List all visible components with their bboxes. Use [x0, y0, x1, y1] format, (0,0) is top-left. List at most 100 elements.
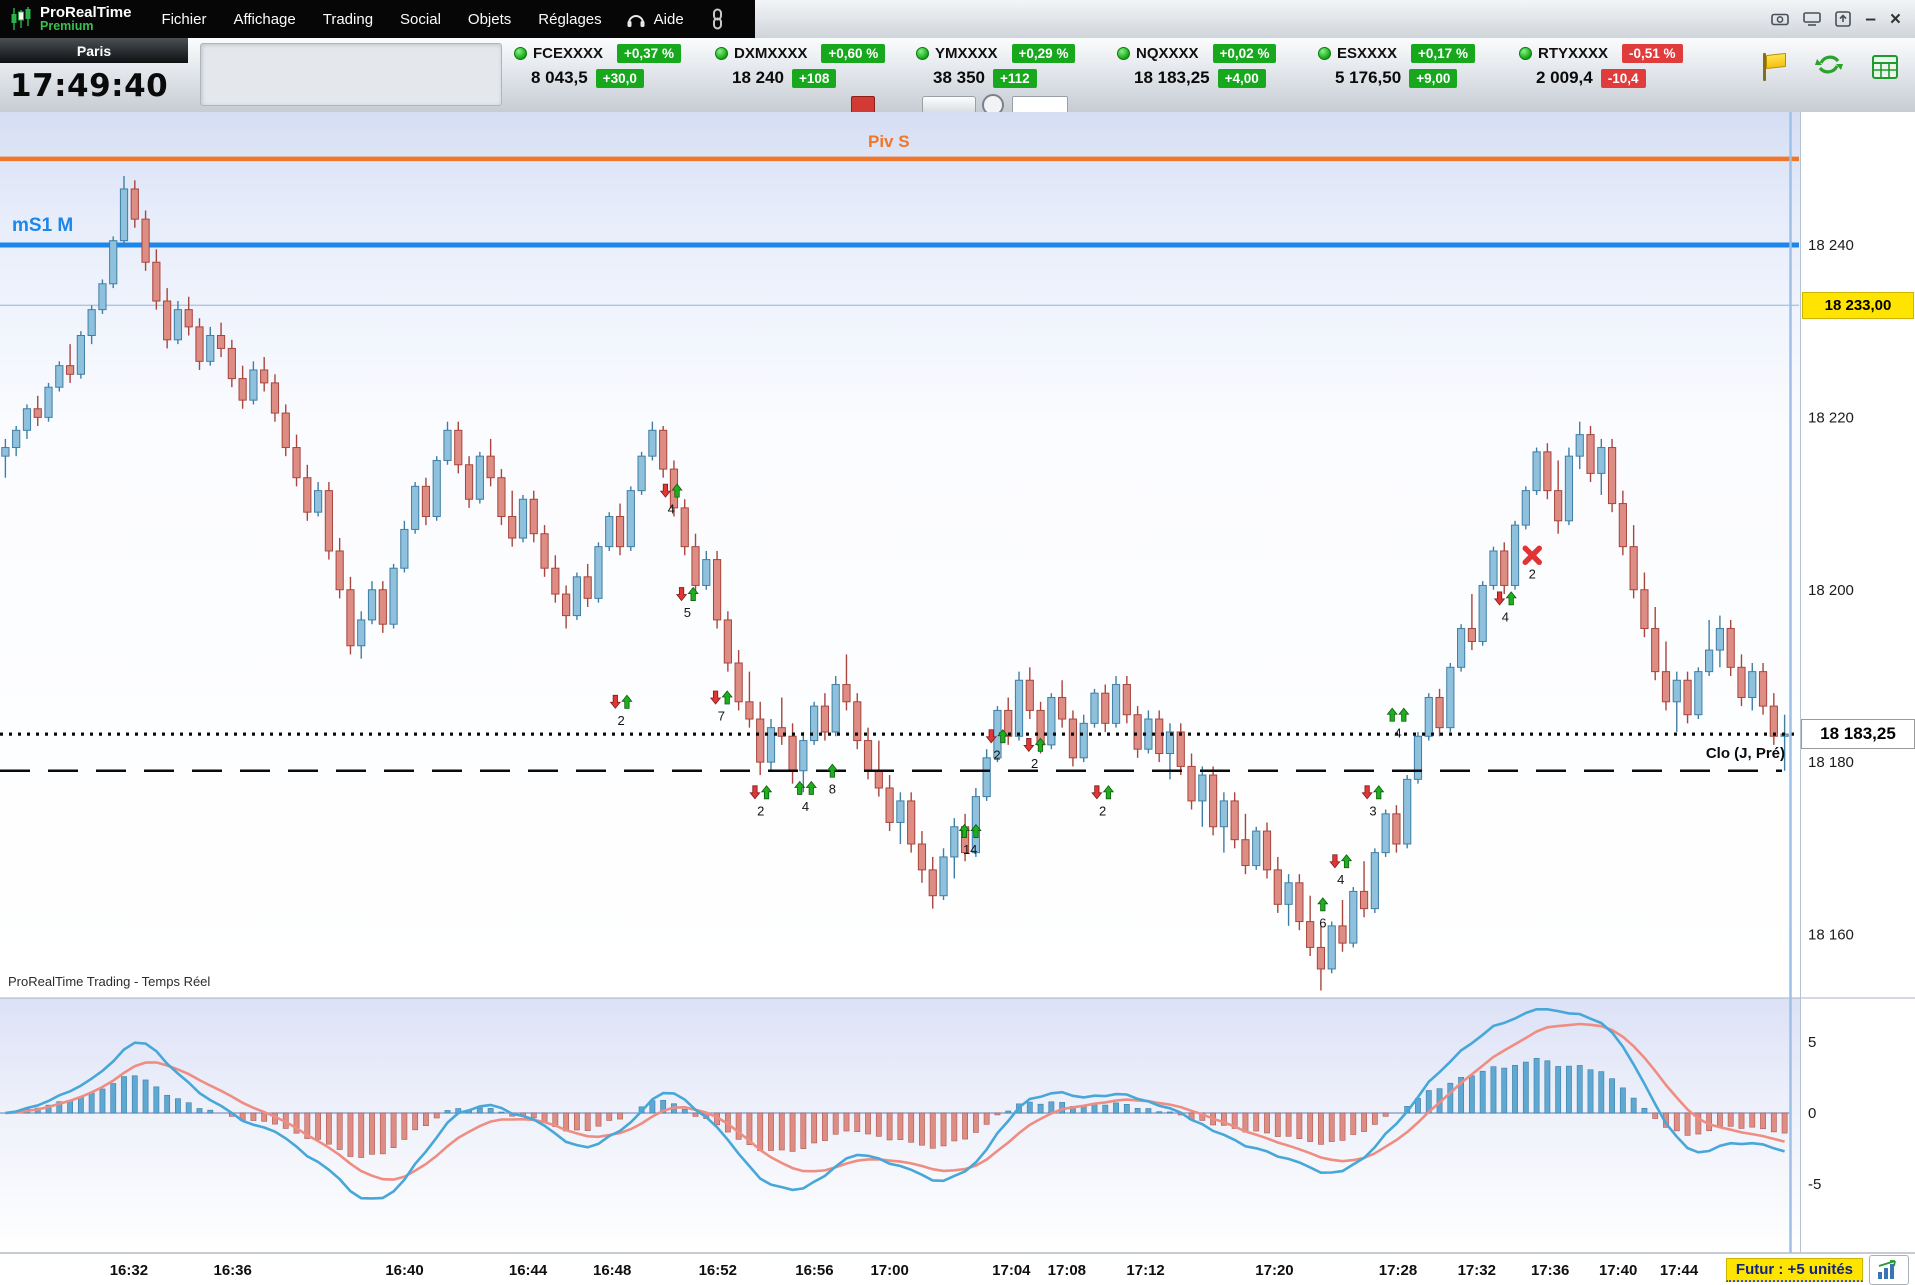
ticker-price: 18 183,25 [1134, 68, 1210, 87]
ticker-item-ESXXXX[interactable]: ESXXXX +0,17 % 5 176,50 +9,00 [1318, 44, 1519, 88]
market-clock: Paris 17:49:40 [0, 38, 188, 112]
svg-text:2: 2 [757, 803, 764, 818]
ticker-item-RTYXXXX[interactable]: RTYXXXX -0,51 % 2 009,4 -10,4 [1519, 44, 1720, 88]
menu-item-objets[interactable]: Objets [467, 10, 512, 28]
svg-text:17:04: 17:04 [992, 1262, 1031, 1279]
svg-text:18 160: 18 160 [1808, 927, 1854, 944]
svg-text:7: 7 [718, 708, 725, 723]
svg-text:17:28: 17:28 [1379, 1262, 1417, 1279]
svg-text:17:00: 17:00 [870, 1262, 908, 1279]
oscillator-slow-line [5, 1022, 1785, 1181]
screenshot-icon[interactable] [1771, 12, 1790, 26]
ticker-item-YMXXXX[interactable]: YMXXXX +0,29 % 38 350 +112 [916, 44, 1117, 88]
pivot-line-label: Piv S [868, 132, 910, 151]
minimize-button[interactable]: – [1865, 8, 1876, 30]
previous-close-label: Clo (J, Pré) [1705, 745, 1785, 762]
ticker-change-badge: -10,4 [1600, 68, 1646, 88]
svg-text:-5: -5 [1808, 1176, 1821, 1193]
market-open-dot [1519, 47, 1532, 60]
ticker-actions [1757, 50, 1899, 84]
ticker-symbol: NQXXXX [1136, 45, 1199, 62]
ticker-symbol: DXMXXXX [734, 45, 808, 62]
svg-text:17:40: 17:40 [1599, 1262, 1637, 1279]
ticker-item-DXMXXXX[interactable]: DXMXXXX +0,60 % 18 240 +108 [715, 44, 916, 88]
ticker-item-NQXXXX[interactable]: NQXXXX +0,02 % 18 183,25 +4,00 [1117, 44, 1318, 88]
ticker-percent-badge: +0,17 % [1411, 44, 1475, 63]
ticker-price: 38 350 [933, 68, 985, 87]
menu-bar: ProRealTime Premium Fichier Affichage Trad… [0, 0, 1915, 38]
menu-item-affichage[interactable]: Affichage [233, 10, 296, 28]
svg-text:2: 2 [1031, 756, 1038, 771]
svg-text:2: 2 [618, 713, 625, 728]
future-units-badge[interactable]: Futur : +5 unités [1725, 1258, 1863, 1282]
menu-item-fichier[interactable]: Fichier [161, 10, 207, 28]
refresh-icon[interactable] [1813, 51, 1845, 83]
market-open-dot [514, 47, 527, 60]
chart-canvas[interactable]: 4 5 2 7 2 4 8 14 2 2 2 6 4 3 4 4 2 18 240 18 220 18 200 18 1… [0, 112, 1915, 1285]
svg-text:4: 4 [668, 502, 675, 517]
svg-text:0: 0 [1808, 1105, 1816, 1122]
ticker-bar: Paris 17:49:40 FCEXXXX +0,37 % 8 043,5 +30,… [0, 38, 1915, 116]
svg-text:18 240: 18 240 [1808, 237, 1854, 254]
svg-text:4: 4 [1394, 726, 1401, 741]
help-menu[interactable]: Aide [626, 11, 684, 28]
ticker-strip: FCEXXXX +0,37 % 8 043,5 +30,0 DXMXXXX +0,60 %… [514, 44, 1720, 88]
close-button[interactable]: × [1889, 8, 1901, 30]
svg-text:16:44: 16:44 [509, 1262, 548, 1279]
headset-icon [627, 14, 645, 27]
svg-text:5: 5 [684, 605, 691, 620]
svg-text:4: 4 [802, 799, 809, 814]
menu-items: Fichier Affichage Trading Social Objets Régla… [147, 11, 601, 28]
menu-item-social[interactable]: Social [400, 10, 441, 28]
svg-text:2: 2 [1099, 803, 1106, 818]
chart-growth-icon[interactable] [1869, 1255, 1909, 1285]
svg-text:16:36: 16:36 [214, 1262, 252, 1279]
ticker-symbol: ESXXXX [1337, 45, 1398, 62]
price-tag-18233: 18 233,00 [1802, 292, 1914, 319]
svg-text:17:32: 17:32 [1458, 1262, 1496, 1279]
price-axis-labels: 18 240 18 220 18 200 18 180 18 160 5 0 -5 [1808, 237, 1854, 1193]
ticker-percent-badge: -0,51 % [1622, 44, 1683, 63]
candles-layer [1, 176, 1789, 991]
ticker-percent-badge: +0,60 % [821, 44, 886, 63]
ticker-percent-badge: +0,37 % [617, 44, 681, 63]
ticker-change-badge: +112 [993, 68, 1037, 88]
svg-text:3: 3 [1369, 803, 1376, 818]
maximize-up-icon[interactable] [1835, 11, 1852, 27]
brand-tier: Premium [40, 19, 94, 34]
flag-icon[interactable] [1757, 50, 1787, 84]
market-name: Paris [0, 38, 188, 63]
window-controls: – × [1771, 0, 1915, 38]
oscillator-histogram-layer [13, 1057, 1788, 1158]
ticker-change-badge: +30,0 [595, 68, 644, 88]
workspace-inset [200, 43, 502, 106]
svg-text:16:32: 16:32 [110, 1262, 148, 1279]
ticker-change-badge: +4,00 [1217, 68, 1266, 88]
monitor-icon[interactable] [1803, 12, 1822, 26]
menu-item-reglages[interactable]: Réglages [538, 10, 602, 28]
prorealtime-logo-icon [11, 7, 31, 30]
svg-text:18 220: 18 220 [1808, 409, 1854, 426]
spreadsheet-icon[interactable] [1871, 53, 1899, 81]
svg-text:17:20: 17:20 [1255, 1262, 1293, 1279]
ticker-item-FCEXXXX[interactable]: FCEXXXX +0,37 % 8 043,5 +30,0 [514, 44, 715, 88]
ticker-change-badge: +108 [792, 68, 837, 88]
time-axis-background [0, 1253, 1915, 1285]
ticker-price: 2 009,4 [1536, 68, 1593, 87]
svg-text:18 180: 18 180 [1808, 754, 1854, 771]
chart-region[interactable]: 4 5 2 7 2 4 8 14 2 2 2 6 4 3 4 4 2 18 240 18 220 18 200 18 1… [0, 112, 1915, 1285]
svg-text:5: 5 [1808, 1034, 1816, 1051]
ticker-price: 18 240 [732, 68, 784, 87]
ms1-line-label: mS1 M [12, 215, 74, 236]
brand-logo[interactable]: ProRealTime Premium [0, 4, 147, 34]
menu-item-trading[interactable]: Trading [322, 10, 374, 28]
market-open-dot [916, 47, 929, 60]
svg-text:2: 2 [993, 747, 1000, 762]
svg-text:16:48: 16:48 [593, 1262, 631, 1279]
last-price-tag: 18 183,25 [1801, 719, 1915, 749]
ticker-percent-badge: +0,02 % [1212, 44, 1277, 63]
svg-text:8: 8 [829, 782, 836, 797]
link-icon[interactable] [710, 8, 725, 30]
ticker-symbol: YMXXXX [935, 45, 998, 62]
svg-text:16:56: 16:56 [795, 1262, 833, 1279]
